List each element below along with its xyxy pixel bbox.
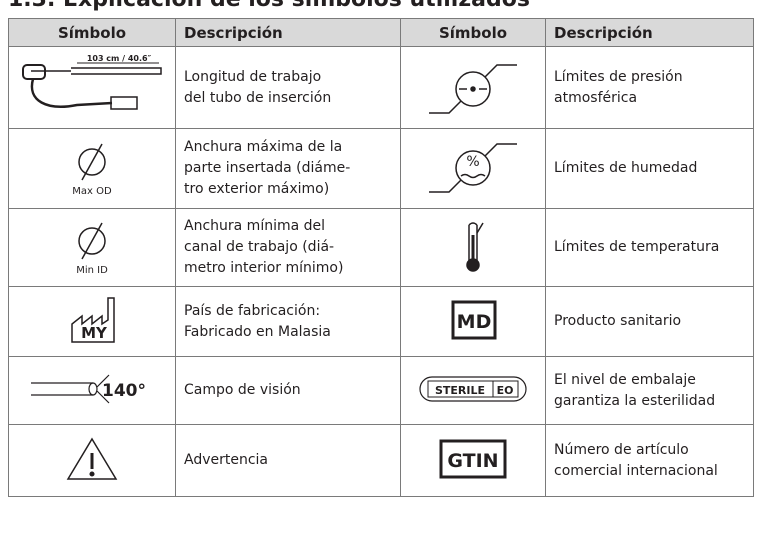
icon-text: Min ID xyxy=(76,265,108,276)
description-cell: Límites de presión atmosférica xyxy=(545,46,754,129)
description-cell: País de fabricación: Fabricado en Malasia xyxy=(175,286,401,357)
text-line: tro exterior máximo) xyxy=(184,181,330,197)
icon-text: MD xyxy=(457,311,492,333)
row: 103 cm / 40.6″ Longitud de trabajo del tu… xyxy=(8,46,754,129)
symbol-cell: 140° xyxy=(8,356,176,425)
description-cell: Anchura mínima del canal de trabajo (diá-… xyxy=(175,208,401,287)
description-cell: Número de artículo comercial internaciona… xyxy=(545,424,754,497)
icon-text: 140° xyxy=(102,381,146,401)
row: Max OD Anchura máxima de la parte inserta… xyxy=(8,128,754,209)
icon-text: MY xyxy=(81,324,108,342)
symbol-cell: Max OD xyxy=(8,128,176,209)
icon-text: EO xyxy=(497,384,514,397)
header-cell: Descripción xyxy=(545,18,754,47)
text-line: Límites de temperatura xyxy=(554,239,720,255)
symbol-cell: % xyxy=(400,128,546,209)
description-cell: Longitud de trabajo del tubo de inserción xyxy=(175,46,401,129)
text-line: parte insertada (diáme- xyxy=(184,160,351,176)
header-cell: Descripción xyxy=(175,18,401,47)
symbol-table: Símbolo Descripción Símbolo Descripción … xyxy=(8,18,754,497)
md-icon: MD xyxy=(451,300,497,339)
text-line: del tubo de inserción xyxy=(184,89,332,106)
text-line: comercial internacional xyxy=(554,462,718,479)
header-row: Símbolo Descripción Símbolo Descripción xyxy=(8,18,754,47)
sterile-icon: STERILE EO xyxy=(419,375,527,402)
row: Min ID Anchura mínima del canal de trabaj… xyxy=(8,208,754,287)
symbol-cell xyxy=(400,46,546,129)
icon-text: GTIN xyxy=(447,450,498,472)
description-cell: Campo de visión xyxy=(175,356,401,425)
text-line: Número de artículo xyxy=(554,441,689,458)
text-line: metro interior mínimo) xyxy=(184,260,344,276)
text-line: garantiza la esterilidad xyxy=(554,392,716,409)
icon-text: 103 cm / 40.6″ xyxy=(87,54,152,63)
header-cell: Símbolo xyxy=(8,18,176,47)
row: Advertencia GTIN Número de artículo comer… xyxy=(8,424,754,497)
icon-text: Max OD xyxy=(72,186,112,197)
row: 140° Campo de visión STERILE EO El nivel… xyxy=(8,356,754,425)
field-of-view-icon: 140° xyxy=(31,374,146,403)
description-cell: Límites de humedad xyxy=(545,128,754,209)
description-cell: Límites de temperatura xyxy=(545,208,754,287)
symbol-cell xyxy=(8,424,176,497)
text-line: Advertencia xyxy=(184,452,269,468)
description-cell: El nivel de embalaje garantiza la esteril… xyxy=(545,356,754,425)
symbol-cell: Min ID xyxy=(8,208,176,287)
symbol-cell: 103 cm / 40.6″ xyxy=(8,46,176,129)
text-line: Longitud de trabajo xyxy=(184,68,322,85)
text-line: El nivel de embalaje xyxy=(554,371,696,388)
text-line: Límites de humedad xyxy=(554,160,698,176)
text-line: Campo de visión xyxy=(184,382,301,398)
symbol-cell: STERILE EO xyxy=(400,356,546,425)
text-line: canal de trabajo (diá- xyxy=(184,239,335,255)
endoscope-icon: 103 cm / 40.6″ xyxy=(22,54,162,110)
text-line: Producto sanitario xyxy=(554,313,682,329)
symbol-cell: MY xyxy=(8,286,176,357)
text-line: Fabricado en Malasia xyxy=(184,323,331,340)
symbol-cell: MD xyxy=(400,286,546,357)
icon-text: % xyxy=(466,154,479,170)
gtin-icon: GTIN xyxy=(439,439,507,478)
max-od-icon: Max OD xyxy=(72,143,112,197)
temperature-icon xyxy=(466,221,484,272)
description-cell: Producto sanitario xyxy=(545,286,754,357)
pressure-icon xyxy=(429,63,517,114)
text-line: País de fabricación: xyxy=(184,302,321,319)
description-cell: Anchura máxima de la parte insertada (diá… xyxy=(175,128,401,209)
header-cell: Símbolo xyxy=(400,18,546,47)
icon-text: STERILE xyxy=(435,384,485,397)
warning-icon xyxy=(66,437,118,480)
description-cell: Advertencia xyxy=(175,424,401,497)
row: MY País de fabricación: Fabricado en Mala… xyxy=(8,286,754,357)
symbol-cell: GTIN xyxy=(400,424,546,497)
text-line: Anchura máxima de la xyxy=(184,139,343,155)
humidity-icon: % xyxy=(429,142,517,193)
symbol-cell xyxy=(400,208,546,287)
text-line: atmosférica xyxy=(554,89,638,106)
min-id-icon: Min ID xyxy=(76,222,108,276)
factory-icon: MY xyxy=(71,296,115,343)
text-line: Límites de presión xyxy=(554,68,683,85)
heading: 1.3. Explicación de los símbolos utiliza… xyxy=(8,0,530,12)
text-line: Anchura mínima del xyxy=(184,218,326,234)
